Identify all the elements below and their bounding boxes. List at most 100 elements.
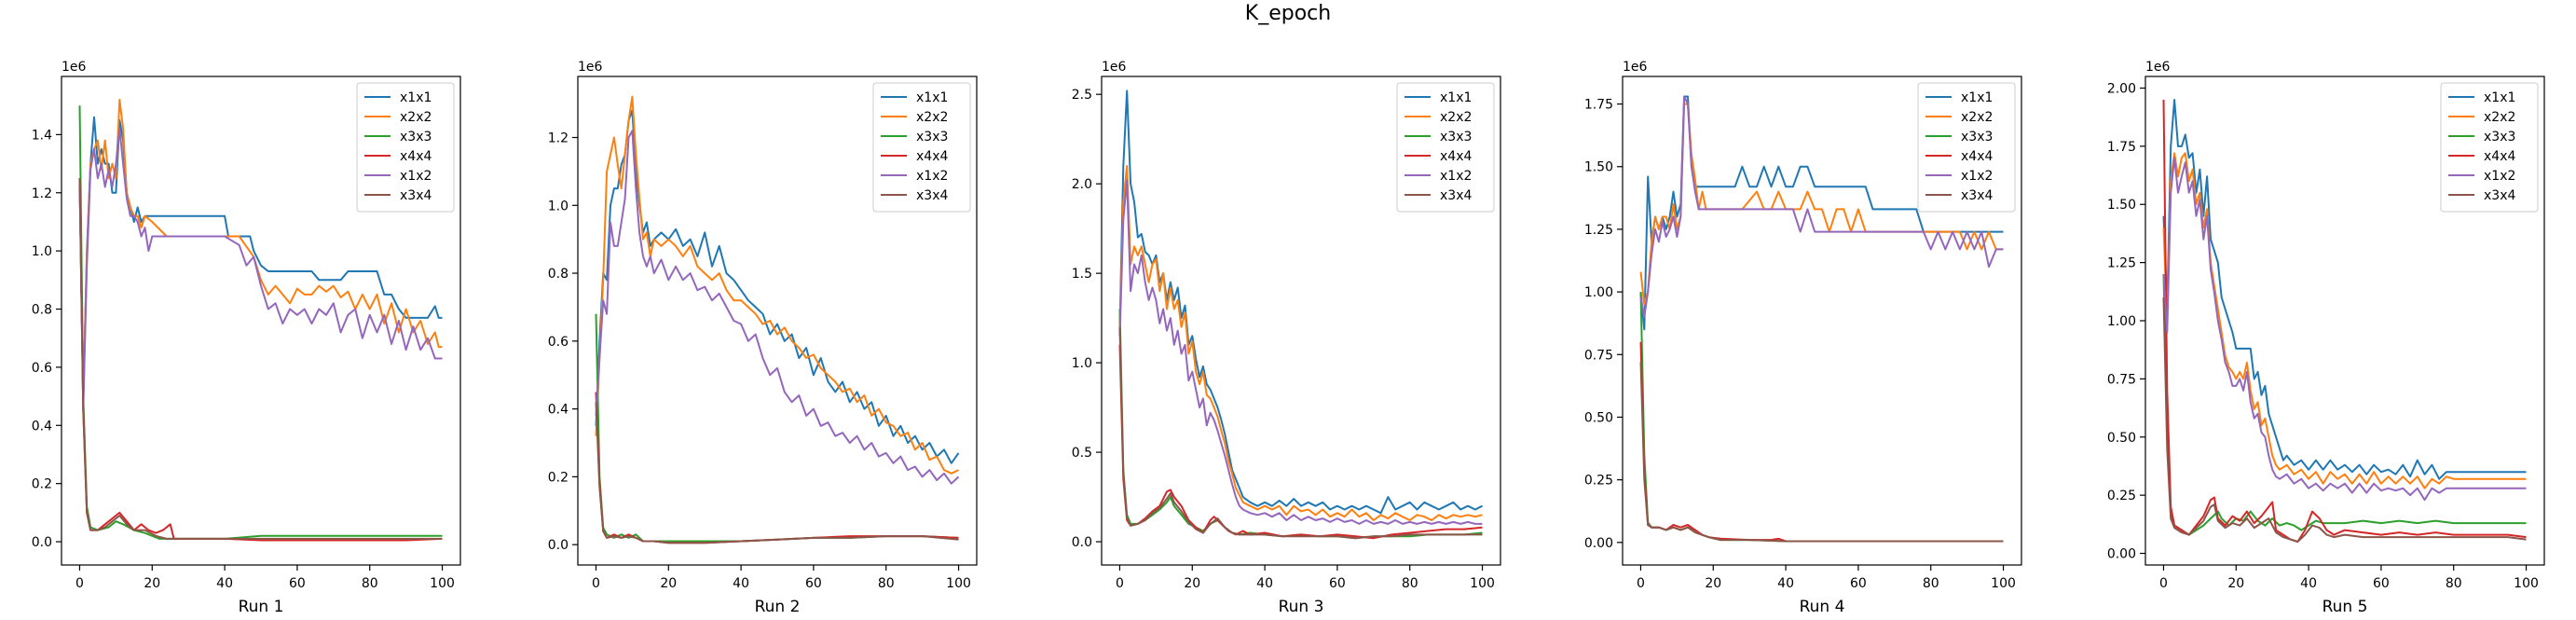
series-line-x2x2 (595, 95, 959, 475)
series-line-x3x4 (2162, 296, 2527, 543)
y-tick-label: 1.75 (1584, 98, 1613, 113)
y-tick-label: 1.00 (1584, 285, 1613, 300)
chart-panel-1: 0 20 40 60 80 100 0.0 0.2 0.4 0.6 0.8 1.0 1.2 1.4 1e6 R… (32, 60, 461, 616)
legend-label-x4x4: x4x4 (400, 149, 432, 164)
x-tick-label: 80 (1402, 576, 1418, 591)
series-line-x3x3 (2162, 274, 2527, 536)
x-axis-label: Run 5 (2323, 598, 2368, 616)
series-group (1118, 90, 1483, 540)
y-scale-label: 1e6 (578, 60, 603, 75)
chart-panel-2: 0 20 40 60 80 100 0.0 0.2 0.4 0.6 0.8 1.0 1.2 1e6 Run … (548, 60, 978, 616)
y-tick-label: 2.5 (1072, 88, 1092, 103)
legend: x1x1 x2x2 x3x3 x4x4 x1x2 x3x4 (1917, 82, 2016, 213)
x-axis-label: Run 1 (239, 598, 284, 616)
x-tick-label: 0 (1116, 576, 1124, 591)
legend-label-x2x2: x2x2 (916, 110, 948, 125)
legend-box (2440, 82, 2539, 213)
x-tick-label: 100 (430, 576, 455, 591)
series-line-x1x2 (1639, 95, 2004, 318)
y-tick-label: 0.6 (548, 335, 569, 350)
y-tick-label: 0.25 (2107, 489, 2136, 503)
series-line-x1x2 (78, 128, 443, 412)
series-group (1639, 95, 2004, 543)
series-line-x2x2 (1639, 103, 2004, 306)
y-tick-label: 1.4 (32, 128, 52, 143)
legend-label-x3x3: x3x3 (1440, 130, 1472, 145)
y-tick-label: 0.0 (32, 535, 52, 550)
legend-label-x3x3: x3x3 (400, 130, 432, 145)
legend-box (356, 82, 455, 213)
series-line-x3x4 (595, 402, 959, 544)
x-tick-label: 60 (289, 576, 306, 591)
y-scale-label: 1e6 (1623, 60, 1648, 75)
legend-label-x3x4: x3x4 (916, 188, 948, 203)
y-tick-label: 0.6 (32, 361, 52, 376)
x-axis-label: Run 4 (1800, 598, 1845, 616)
legend-label-x1x1: x1x1 (400, 90, 432, 105)
y-tick-label: 1.25 (2107, 256, 2136, 271)
y-tick-label: 0.0 (1072, 535, 1092, 550)
x-axis-label: Run 2 (755, 598, 801, 616)
x-tick-label: 0 (592, 576, 600, 591)
y-tick-label: 1.0 (32, 244, 52, 259)
x-tick-label: 0 (1637, 576, 1645, 591)
legend-box (1396, 82, 1495, 213)
series-line-x4x4 (78, 178, 443, 542)
x-tick-label: 100 (2514, 576, 2539, 591)
y-tick-label: 0.50 (2107, 431, 2136, 446)
series-line-x3x3 (1639, 292, 2004, 543)
x-tick-label: 80 (2446, 576, 2462, 591)
y-scale-label: 1e6 (2145, 60, 2171, 75)
axes-frame (1622, 76, 2022, 566)
x-tick-label: 40 (733, 576, 749, 591)
legend-label-x1x2: x1x2 (1961, 169, 1993, 184)
legend-box (872, 82, 971, 213)
legend-label-x4x4: x4x4 (1440, 149, 1472, 164)
series-line-x4x4 (1118, 344, 1483, 540)
legend-label-x1x2: x1x2 (1440, 169, 1472, 184)
x-tick-label: 0 (2159, 576, 2168, 591)
legend: x1x1 x2x2 x3x3 x4x4 x1x2 x3x4 (872, 82, 971, 213)
series-line-x4x4 (1639, 341, 2004, 543)
y-tick-label: 2.00 (2107, 81, 2136, 96)
series-line-x1x1 (1118, 90, 1483, 515)
x-tick-label: 80 (1923, 576, 1939, 591)
series-line-x4x4 (595, 392, 959, 544)
y-tick-label: 0.4 (548, 403, 569, 418)
chart-panel-4: 0 20 40 60 80 100 0.00 0.25 0.50 0.75 1.00 1.25 1.50… (1584, 60, 2022, 616)
y-tick-label: 0.50 (1584, 410, 1613, 425)
legend-label-x3x3: x3x3 (2484, 130, 2515, 145)
y-tick-label: 1.25 (1584, 223, 1613, 238)
y-tick-label: 0.2 (32, 477, 52, 492)
legend-label-x1x1: x1x1 (1440, 90, 1472, 105)
legend: x1x1 x2x2 x3x3 x4x4 x1x2 x3x4 (356, 82, 455, 213)
y-tick-label: 0.8 (32, 303, 52, 318)
legend-label-x2x2: x2x2 (400, 110, 432, 125)
axes-frame (61, 76, 461, 566)
y-tick-label: 1.50 (2107, 198, 2136, 213)
legend-label-x1x2: x1x2 (400, 169, 432, 184)
y-tick-label: 0.8 (548, 267, 569, 282)
series-group (78, 99, 443, 542)
x-tick-label: 20 (660, 576, 677, 591)
x-tick-label: 40 (216, 576, 233, 591)
series-line-x2x2 (1118, 165, 1483, 521)
legend-label-x1x2: x1x2 (2484, 169, 2515, 184)
x-tick-label: 100 (1470, 576, 1495, 591)
x-tick-label: 40 (1777, 576, 1794, 591)
series-line-x3x4 (1639, 362, 2004, 543)
x-tick-label: 100 (946, 576, 971, 591)
legend-label-x4x4: x4x4 (916, 149, 948, 164)
x-tick-label: 0 (75, 576, 84, 591)
series-line-x1x1 (2162, 99, 2527, 480)
legend-label-x1x1: x1x1 (2484, 90, 2515, 105)
x-tick-label: 40 (2300, 576, 2317, 591)
x-tick-label: 100 (1991, 576, 2016, 591)
series-group (2162, 99, 2527, 543)
legend-label-x3x4: x3x4 (1440, 188, 1472, 203)
series-line-x1x2 (1118, 179, 1483, 525)
legend-label-x1x2: x1x2 (916, 169, 948, 184)
y-tick-label: 1.2 (32, 186, 52, 201)
legend-label-x2x2: x2x2 (2484, 110, 2515, 125)
